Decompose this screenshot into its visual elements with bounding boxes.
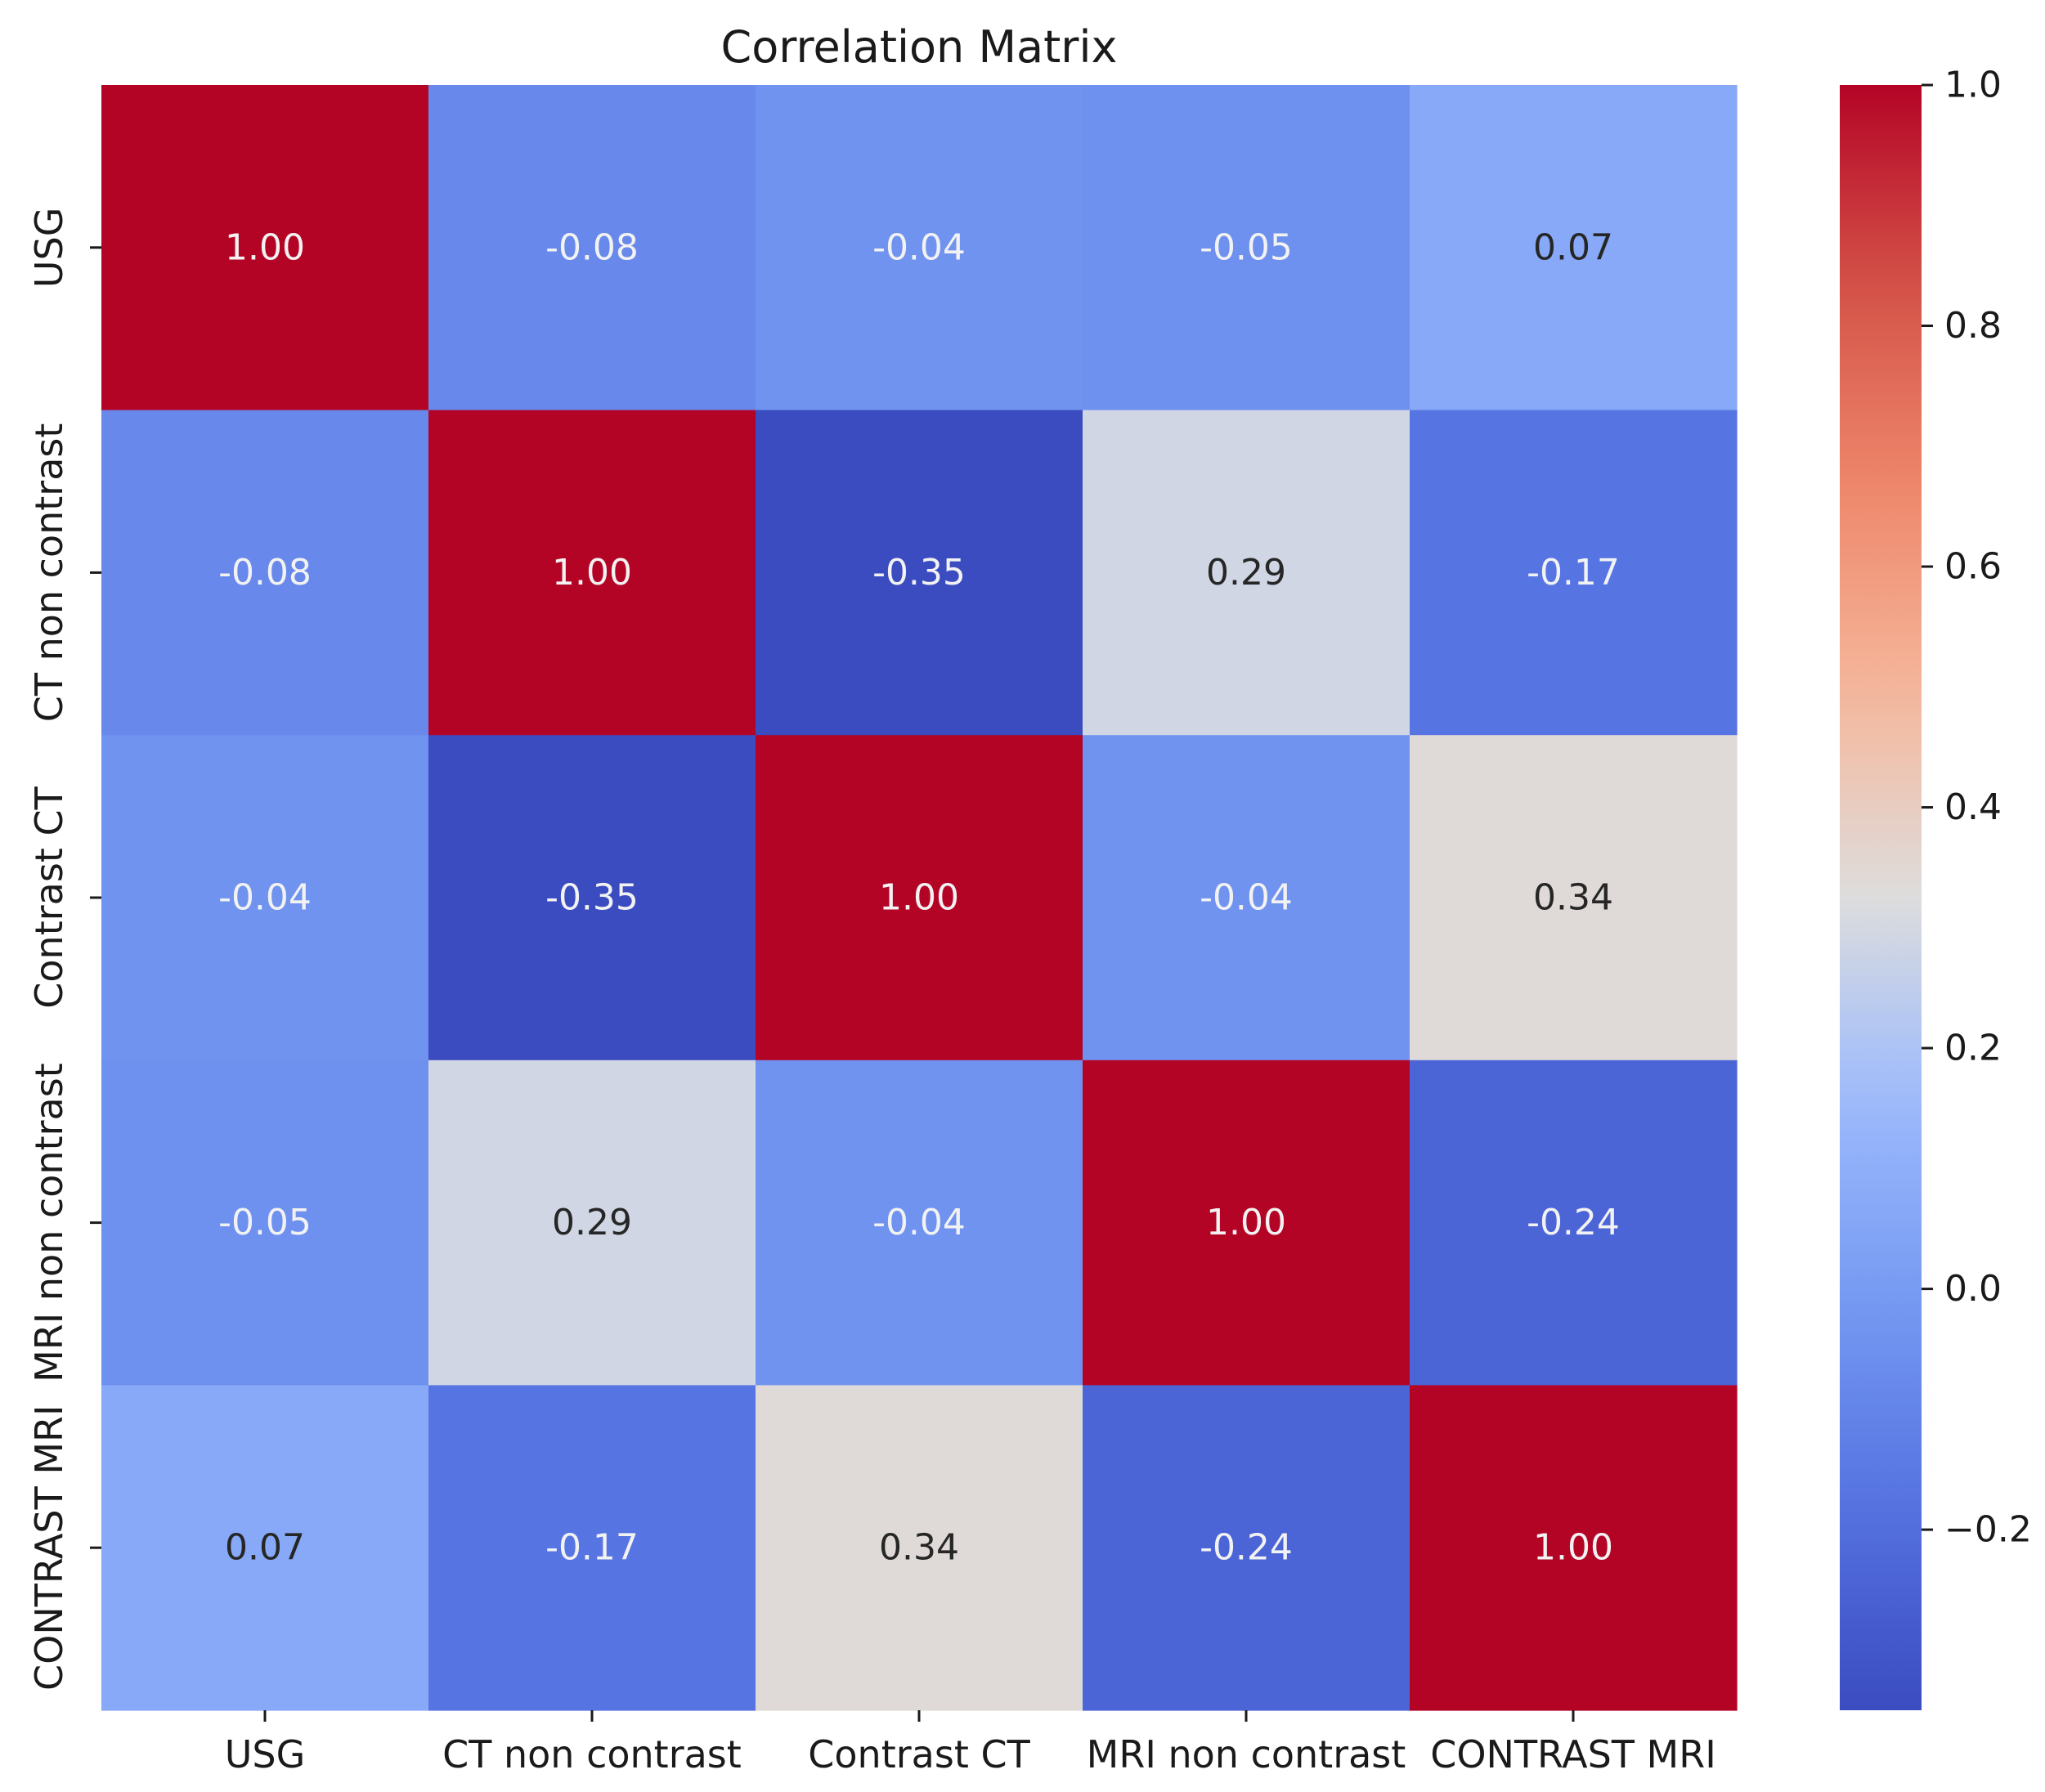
heatmap-cell-r3-c0 (101, 1060, 429, 1386)
heatmap-cell-r0-c1 (428, 85, 756, 411)
colorbar-tick-label: 0.4 (1944, 786, 2002, 828)
cell-value-label: 1.00 (879, 877, 959, 919)
heatmap-cell-r2-c3 (1083, 735, 1410, 1061)
cell-value-label: -0.05 (218, 1202, 312, 1243)
cell-value-label: -0.17 (1527, 552, 1620, 594)
x-tick-label: MRI non contrast (1087, 1732, 1406, 1776)
heatmap-cell-r1-c4 (1410, 410, 1738, 736)
heatmap-cell-r1-c1 (428, 410, 756, 736)
heatmap-cell-r1-c2 (756, 410, 1083, 736)
cell-value-label: -0.04 (872, 226, 966, 268)
x-tick-label: USG (225, 1732, 306, 1776)
heatmap-cell-r4-c1 (428, 1385, 756, 1711)
heatmap-cell-r0-c0 (101, 85, 429, 411)
heatmap-cell-r0-c3 (1083, 85, 1410, 411)
x-axis: USG CT non contrast Contrast CT MRI non con… (225, 1710, 1716, 1776)
heatmap-cell-r4-c0 (101, 1385, 429, 1711)
colorbar: −0.2 0.0 0.2 0.4 0.6 0.8 1.0 (1840, 65, 2032, 1710)
cell-value-label: -0.05 (1200, 226, 1293, 268)
heatmap-cells (101, 85, 1738, 1711)
y-tick-label: MRI non contrast (27, 1063, 71, 1382)
colorbar-gradient (1840, 85, 1922, 1710)
x-tick-label: CONTRAST MRI (1430, 1732, 1716, 1776)
heatmap-cell-r3-c4 (1410, 1060, 1738, 1386)
heatmap-cell-r1-c0 (101, 410, 429, 736)
cell-value-label: 1.00 (1206, 1202, 1286, 1243)
cell-value-label: -0.35 (872, 552, 966, 594)
x-tick-label: CT non contrast (442, 1732, 742, 1776)
colorbar-tick-label: 0.8 (1944, 305, 2002, 347)
chart-title: Correlation Matrix (721, 21, 1118, 73)
cell-value-label: 1.00 (1533, 1527, 1613, 1569)
heatmap-cell-r0-c2 (756, 85, 1083, 411)
cell-value-label: -0.17 (545, 1527, 639, 1569)
y-tick-label: USG (27, 208, 71, 289)
colorbar-tick-label: 0.2 (1944, 1028, 2002, 1069)
cell-value-label: 0.34 (1533, 877, 1613, 919)
y-tick-label: Contrast CT (27, 786, 71, 1008)
colorbar-tick-label: 1.0 (1944, 65, 2002, 106)
heatmap-cell-r0-c4 (1410, 85, 1738, 411)
heatmap-cell-r4-c3 (1083, 1385, 1410, 1711)
cell-value-label: -0.35 (545, 877, 639, 919)
cell-value-label: -0.24 (1200, 1527, 1293, 1569)
heatmap-cell-r2-c4 (1410, 735, 1738, 1061)
heatmap-cell-r2-c2 (756, 735, 1083, 1061)
colorbar-tick-label: 0.0 (1944, 1268, 2002, 1310)
cell-value-label: -0.08 (218, 552, 312, 594)
cell-value-label: 1.00 (552, 552, 632, 594)
heatmap-cell-r4-c2 (756, 1385, 1083, 1711)
cell-value-label: -0.04 (218, 877, 312, 919)
cell-value-label: -0.04 (872, 1202, 966, 1243)
cell-value-label: 0.34 (879, 1527, 959, 1569)
heatmap-cell-labels: 1.00 -0.08 -0.04 -0.05 0.07 -0.08 1.00 -0.35 0.2… (218, 226, 1620, 1568)
colorbar-tick-label: 0.6 (1944, 546, 2002, 588)
heatmap-cell-r3-c1 (428, 1060, 756, 1386)
y-axis: USG CT non contrast Contrast CT MRI non con… (27, 208, 101, 1691)
heatmap-cell-r2-c1 (428, 735, 756, 1061)
cell-value-label: 0.29 (1206, 552, 1286, 594)
heatmap-cell-r3-c2 (756, 1060, 1083, 1386)
cell-value-label: -0.04 (1200, 877, 1293, 919)
x-tick-label: Contrast CT (808, 1732, 1030, 1776)
y-tick-label: CT non contrast (27, 423, 71, 723)
heatmap-cell-r1-c3 (1083, 410, 1410, 736)
colorbar-tick-label: −0.2 (1944, 1509, 2032, 1551)
cell-value-label: -0.24 (1527, 1202, 1620, 1243)
cell-value-label: 0.07 (1533, 226, 1613, 268)
cell-value-label: 1.00 (225, 226, 305, 268)
cell-value-label: 0.29 (552, 1202, 632, 1243)
cell-value-label: 0.07 (225, 1527, 305, 1569)
heatmap-cell-r3-c3 (1083, 1060, 1410, 1386)
heatmap-cell-r4-c4 (1410, 1385, 1738, 1711)
y-tick-label: CONTRAST MRI (27, 1404, 71, 1691)
cell-value-label: -0.08 (545, 226, 639, 268)
heatmap-cell-r2-c0 (101, 735, 429, 1061)
